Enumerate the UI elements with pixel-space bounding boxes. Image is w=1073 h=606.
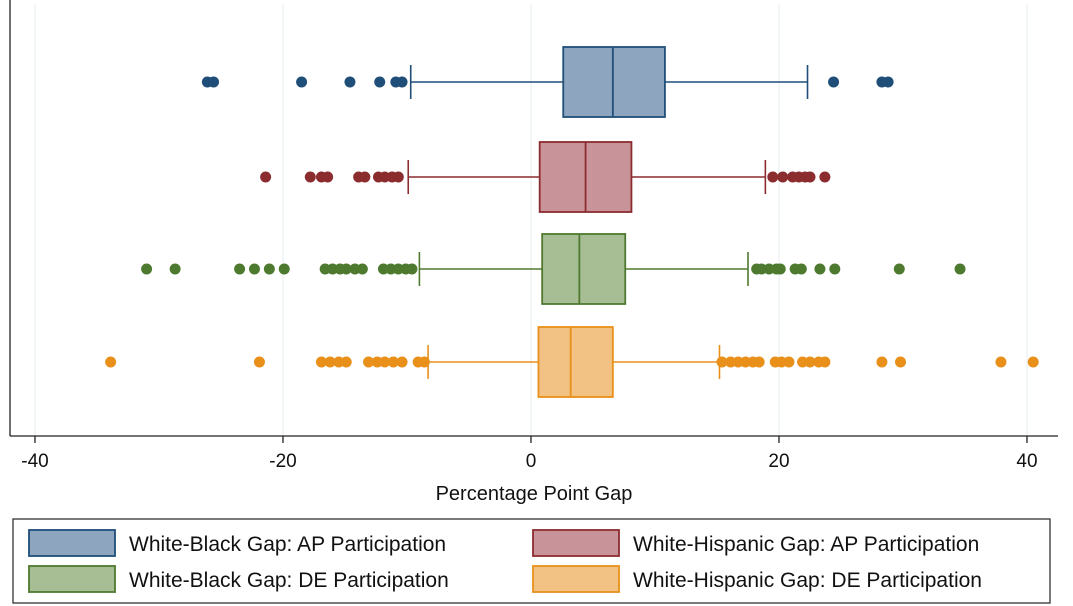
legend-label: White-Black Gap: DE Participation <box>129 569 449 592</box>
outlier-point <box>263 263 275 275</box>
outlier-point <box>392 171 404 183</box>
outlier-point <box>260 171 272 183</box>
outlier-point <box>814 263 826 275</box>
box-iqr <box>537 326 614 398</box>
outlier-point <box>783 356 795 368</box>
legend-swatch <box>532 529 620 557</box>
outlier-point <box>344 76 356 88</box>
outlier-point <box>396 76 408 88</box>
outlier-point <box>356 263 368 275</box>
legend: White-Black Gap: AP Participation White-H… <box>12 518 1051 604</box>
outlier-point <box>304 171 316 183</box>
outlier-point <box>396 356 408 368</box>
legend-label: White-Hispanic Gap: DE Participation <box>633 569 982 592</box>
outlier-point <box>379 356 391 368</box>
outlier-point <box>315 356 327 368</box>
outlier-point <box>804 356 816 368</box>
x-tick-label: -40 <box>21 451 48 472</box>
outlier-point <box>374 76 386 88</box>
x-axis-title: Percentage Point Gap <box>436 483 633 505</box>
legend-item-1: White-Black Gap: AP Participation <box>28 529 446 557</box>
outlier-point <box>340 263 352 275</box>
outlier-point <box>234 263 246 275</box>
outlier-point <box>359 171 371 183</box>
outlier-point <box>418 356 430 368</box>
outlier-point <box>828 76 840 88</box>
x-tick-label: -20 <box>269 451 296 472</box>
outlier-point <box>169 263 181 275</box>
legend-item-2: White-Hispanic Gap: AP Participation <box>532 529 979 557</box>
outlier-point <box>296 76 308 88</box>
outlier-point <box>876 356 888 368</box>
outlier-point <box>278 263 290 275</box>
outlier-point <box>954 263 966 275</box>
outlier-point <box>105 356 117 368</box>
x-tick-label: 20 <box>768 451 789 472</box>
x-tick-label: 0 <box>526 451 537 472</box>
outlier-point <box>248 263 260 275</box>
outlier-point <box>363 356 375 368</box>
legend-swatch <box>28 565 116 593</box>
x-axis: -40 -20 0 20 40 <box>9 0 1058 472</box>
box-series-3 <box>141 233 966 305</box>
x-tick-label: 40 <box>1016 451 1037 472</box>
outlier-point <box>819 356 831 368</box>
legend-item-4: White-Hispanic Gap: DE Participation <box>532 565 982 593</box>
outlier-point <box>829 263 841 275</box>
box-series-4 <box>105 326 1039 398</box>
legend-label: White-Hispanic Gap: AP Participation <box>633 533 979 556</box>
legend-swatch <box>532 565 620 593</box>
box-series-2 <box>260 141 831 213</box>
box-iqr <box>562 46 666 118</box>
box-series-1 <box>201 46 894 118</box>
legend-item-3: White-Black Gap: DE Participation <box>28 565 449 593</box>
outlier-point <box>253 356 265 368</box>
outlier-point <box>753 356 765 368</box>
legend-swatch <box>28 529 116 557</box>
outlier-point <box>893 263 905 275</box>
outlier-point <box>340 356 352 368</box>
outlier-point <box>208 76 220 88</box>
box-iqr <box>541 233 627 305</box>
outlier-point <box>767 171 779 183</box>
outlier-point <box>322 171 334 183</box>
outlier-point <box>774 263 786 275</box>
box-series-layer <box>105 46 1039 398</box>
outlier-point <box>819 171 831 183</box>
outlier-point <box>1027 356 1039 368</box>
outlier-point <box>406 263 418 275</box>
outlier-point <box>324 356 336 368</box>
outlier-point <box>895 356 907 368</box>
outlier-point <box>387 356 399 368</box>
grid-lines <box>34 4 1028 436</box>
outlier-point <box>141 263 153 275</box>
outlier-point <box>882 76 894 88</box>
outlier-point <box>995 356 1007 368</box>
outlier-point <box>716 356 728 368</box>
legend-label: White-Black Gap: AP Participation <box>129 533 446 556</box>
outlier-point <box>777 171 789 183</box>
outlier-point <box>804 171 816 183</box>
legend-frame <box>12 518 1051 604</box>
outlier-point <box>795 263 807 275</box>
